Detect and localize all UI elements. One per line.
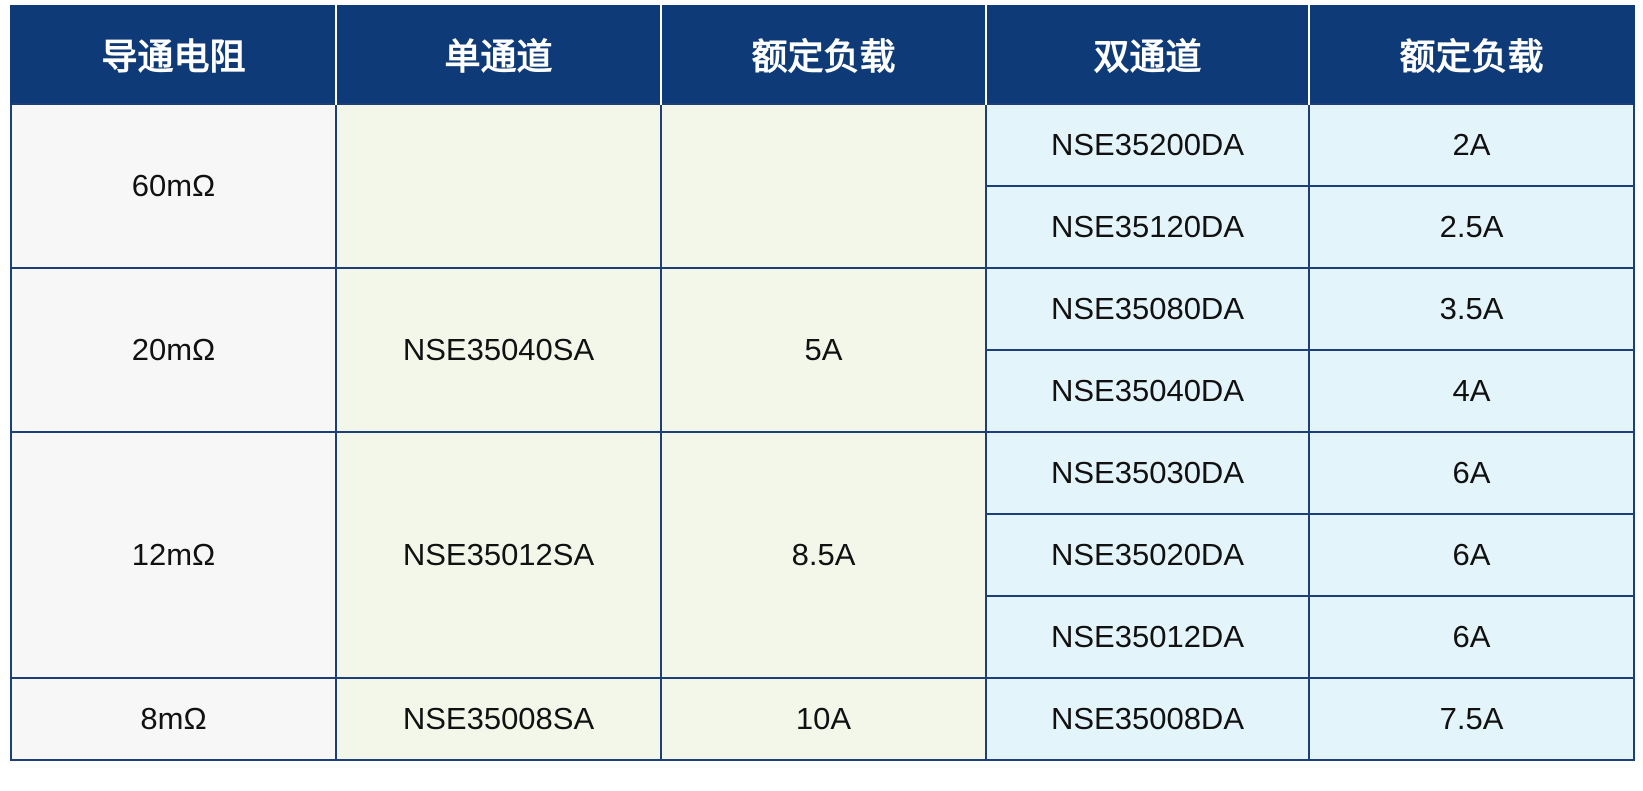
header-row: 导通电阻 单通道 额定负载 双通道 额定负载 — [10, 5, 1635, 104]
dual-part-cell: NSE35012DA — [985, 595, 1310, 679]
table-row: NSE35040DA 4A — [11, 349, 1635, 433]
resistance-cell: 60mΩ — [10, 103, 337, 269]
table-row: NSE35120DA 2.5A — [11, 185, 1635, 269]
single-part-cell: NSE35012SA — [335, 431, 662, 679]
dual-load-cell: 2.5A — [1308, 185, 1635, 269]
dual-part-cell: NSE35120DA — [985, 185, 1310, 269]
single-part-cell — [335, 103, 662, 269]
dual-part-cell: NSE35020DA — [985, 513, 1310, 597]
header-cell: 双通道 — [985, 5, 1310, 104]
single-part-cell: NSE35040SA — [335, 267, 662, 433]
table-body: 60mΩ NSE35200DA 2A NSE35120DA 2.5A 20mΩ NSE350… — [10, 103, 1635, 761]
table-row: 8mΩ NSE35008SA 10A NSE35008DA 7.5A — [10, 677, 1635, 761]
dual-load-cell: 6A — [1308, 431, 1635, 515]
single-load-cell: 8.5A — [660, 431, 987, 679]
header-cell: 额定负载 — [1308, 5, 1635, 104]
resistance-cell: 20mΩ — [10, 267, 337, 433]
dual-load-cell: 4A — [1308, 349, 1635, 433]
dual-load-cell: 2A — [1308, 103, 1635, 187]
table-row: 20mΩ NSE35040SA 5A NSE35080DA 3.5A — [10, 267, 1635, 433]
header-cell: 额定负载 — [660, 5, 987, 104]
table-row: 12mΩ NSE35012SA 8.5A NSE35030DA 6A — [10, 431, 1635, 679]
dual-load-cell: 7.5A — [1308, 677, 1635, 761]
dual-load-cell: 6A — [1308, 595, 1635, 679]
resistance-cell: 12mΩ — [10, 431, 337, 679]
dual-load-cell: 3.5A — [1308, 267, 1635, 351]
single-load-cell: 10A — [660, 677, 987, 761]
resistance-cell: 8mΩ — [10, 677, 337, 761]
table-row: 60mΩ NSE35200DA 2A — [10, 103, 1635, 269]
dual-part-cell: NSE35200DA — [985, 103, 1310, 187]
dual-part-cell: NSE35030DA — [985, 431, 1310, 515]
table-row: NSE35020DA 6A — [11, 513, 1635, 597]
spec-table: 导通电阻 单通道 额定负载 双通道 额定负载 60mΩ NSE35200DA 2A NSE35… — [10, 5, 1635, 761]
dual-load-cell: 6A — [1308, 513, 1635, 597]
single-load-cell: 5A — [660, 267, 987, 433]
dual-part-cell: NSE35040DA — [985, 349, 1310, 433]
single-part-cell: NSE35008SA — [335, 677, 662, 761]
table-row: NSE35012DA 6A — [11, 595, 1635, 679]
single-load-cell — [660, 103, 987, 269]
dual-part-cell: NSE35080DA — [985, 267, 1310, 351]
dual-part-cell: NSE35008DA — [985, 677, 1310, 761]
header-cell: 导通电阻 — [10, 5, 337, 104]
header-cell: 单通道 — [335, 5, 662, 104]
